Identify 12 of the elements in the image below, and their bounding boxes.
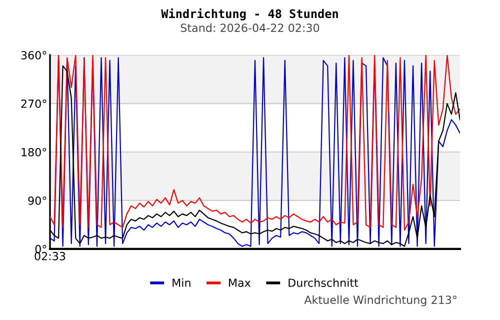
legend-label: Durchschnitt bbox=[288, 278, 358, 287]
text: Aktuelle Windrichtung 213° bbox=[304, 295, 456, 306]
chart-subtitle: Stand: 2026-04-22 02:30 bbox=[180, 23, 320, 32]
chart-title: Windrichtung - 48 Stunden bbox=[161, 8, 338, 20]
y-tick-label: 0° bbox=[35, 244, 46, 254]
legend-label: Max bbox=[229, 278, 251, 287]
x-tick-label: 02:33 bbox=[34, 252, 66, 260]
y-tick-label: 180° bbox=[22, 148, 46, 156]
y-tick-label: 360° bbox=[21, 51, 46, 60]
legend-label: Min bbox=[172, 278, 190, 287]
y-tick-label: 270° bbox=[21, 99, 46, 108]
y-tick-label: 90° bbox=[28, 196, 46, 205]
